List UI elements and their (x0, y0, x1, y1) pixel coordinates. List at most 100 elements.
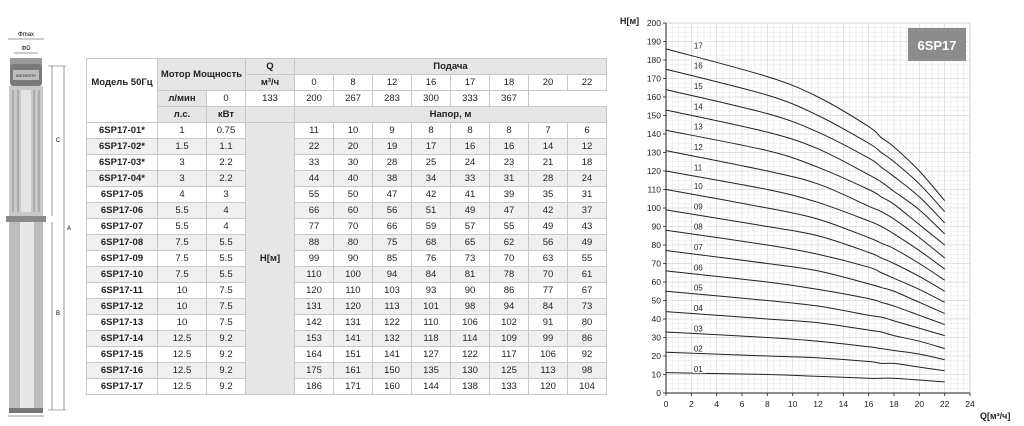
x-axis-label: Q[м³/ч] (980, 411, 1010, 421)
head-cell: 98 (567, 362, 607, 379)
header-hp: л.с. (157, 106, 207, 123)
head-cell: 34 (411, 170, 451, 187)
head-cell: 70 (333, 218, 373, 235)
kw-cell: 2.2 (206, 154, 246, 171)
head-cell: 63 (528, 250, 568, 267)
series-label-bg (692, 222, 706, 231)
hp-cell: 10 (157, 314, 207, 331)
flow-m3h-cell: 12 (372, 74, 412, 91)
model-cell: 6SP17-13 (86, 314, 158, 331)
head-cell: 80 (333, 234, 373, 251)
flow-lmin-cell: 0 (206, 90, 246, 107)
head-cell: 42 (411, 186, 451, 203)
head-cell: 110 (294, 266, 334, 283)
series-line (665, 229, 945, 303)
table-row: 6SP17-04* 3 2.2 44 40 38 34 33 31 28 24 (86, 170, 607, 187)
model-cell: 6SP17-09 (86, 250, 158, 267)
kw-cell: 7.5 (206, 298, 246, 315)
flow-lmin-cell: 267 (333, 90, 373, 107)
head-cell: 186 (294, 378, 334, 395)
hp-cell: 12.5 (157, 378, 207, 395)
head-cell: 118 (411, 330, 451, 347)
head-cell: 110 (333, 282, 373, 299)
series-label: 09 (694, 202, 703, 211)
hp-cell: 4 (157, 186, 207, 203)
head-cell: 135 (411, 362, 451, 379)
head-cell: 55 (567, 250, 607, 267)
pump-drawing: Φmax ΦD WATERSTRY C A B ΦE (6, 32, 71, 417)
head-cell: 120 (528, 378, 568, 395)
table-row: 6SP17-02* 1.5 1.1 22 20 19 17 16 16 14 12 (86, 138, 607, 155)
series-label: 03 (694, 324, 703, 333)
head-cell: 122 (450, 346, 490, 363)
x-tick-label: 0 (664, 399, 669, 409)
head-cell: 131 (333, 314, 373, 331)
table-row: 6SP17-17 12.5 9.2 186 171 160 144 138 133 120 104 (86, 378, 607, 395)
kw-cell: 4 (206, 202, 246, 219)
header-m3h: м³/ч (245, 74, 295, 91)
head-cell: 78 (489, 266, 529, 283)
head-cell: 125 (489, 362, 529, 379)
head-cell: 70 (528, 266, 568, 283)
x-tick-label: 12 (813, 399, 823, 409)
head-cell: 56 (528, 234, 568, 251)
series-line (665, 209, 945, 292)
head-cell: 68 (411, 234, 451, 251)
head-cell: 114 (450, 330, 490, 347)
hp-cell: 10 (157, 298, 207, 315)
hp-cell: 7.5 (157, 250, 207, 267)
model-cell: 6SP17-04* (86, 170, 158, 187)
table-row: 6SP17-13 10 7.5 142 131 122 110 106 102 91 80 (86, 314, 607, 331)
y-tick-label: 140 (647, 129, 661, 139)
head-cell: 9 (372, 122, 412, 139)
series-label: 10 (694, 182, 703, 191)
kw-cell: 4 (206, 218, 246, 235)
head-cell: 42 (528, 202, 568, 219)
dim-max-label: Φmax (18, 32, 34, 38)
head-cell: 8 (450, 122, 490, 139)
series-label: 13 (694, 123, 703, 132)
flow-lmin-cell: 333 (450, 90, 490, 107)
head-cell: 99 (294, 250, 334, 267)
series-line (665, 290, 945, 337)
head-cell: 6 (567, 122, 607, 139)
y-tick-label: 40 (652, 314, 662, 324)
series-label: 06 (694, 263, 703, 272)
series-label-bg (692, 82, 706, 91)
table-row: 6SP17-07 5.5 4 77 70 66 59 57 55 49 43 (86, 218, 607, 235)
head-cell: 144 (411, 378, 451, 395)
series-label: 07 (694, 243, 703, 252)
dim-c-label: C (56, 138, 61, 144)
series-line (665, 189, 945, 281)
flow-lmin-cell: 200 (294, 90, 334, 107)
series-label-bg (692, 61, 706, 70)
series-label: 08 (694, 223, 703, 232)
model-cell: 6SP17-14 (86, 330, 158, 347)
table-row: 6SP17-01* 1 0.75 H[м] 11 10 9 8 8 8 7 6 (86, 122, 607, 395)
head-cell: 16 (450, 138, 490, 155)
head-cell: 56 (372, 202, 412, 219)
model-cell: 6SP17-05 (86, 186, 158, 203)
header-q: Q (245, 58, 295, 75)
head-cell: 33 (294, 154, 334, 171)
head-cell: 31 (567, 186, 607, 203)
head-cell: 16 (489, 138, 529, 155)
head-cell: 41 (450, 186, 490, 203)
head-cell: 75 (372, 234, 412, 251)
header-model: Модель 50Гц (86, 58, 158, 107)
kw-cell: 7.5 (206, 314, 246, 331)
table-row: 6SP17-14 12.5 9.2 153 141 132 118 114 109 99 86 (86, 330, 607, 347)
head-cell: 24 (450, 154, 490, 171)
head-cell: 22 (294, 138, 334, 155)
head-cell: 49 (528, 218, 568, 235)
head-cell: 60 (333, 202, 373, 219)
head-cell: 150 (372, 362, 412, 379)
head-cell: 70 (489, 250, 529, 267)
head-cell: 49 (450, 202, 490, 219)
model-cell: 6SP17-01* (86, 122, 158, 139)
head-cell: 142 (294, 314, 334, 331)
hp-cell: 3 (157, 154, 207, 171)
head-cell: 77 (528, 282, 568, 299)
x-tick-label: 2 (689, 399, 694, 409)
head-cell: 21 (528, 154, 568, 171)
